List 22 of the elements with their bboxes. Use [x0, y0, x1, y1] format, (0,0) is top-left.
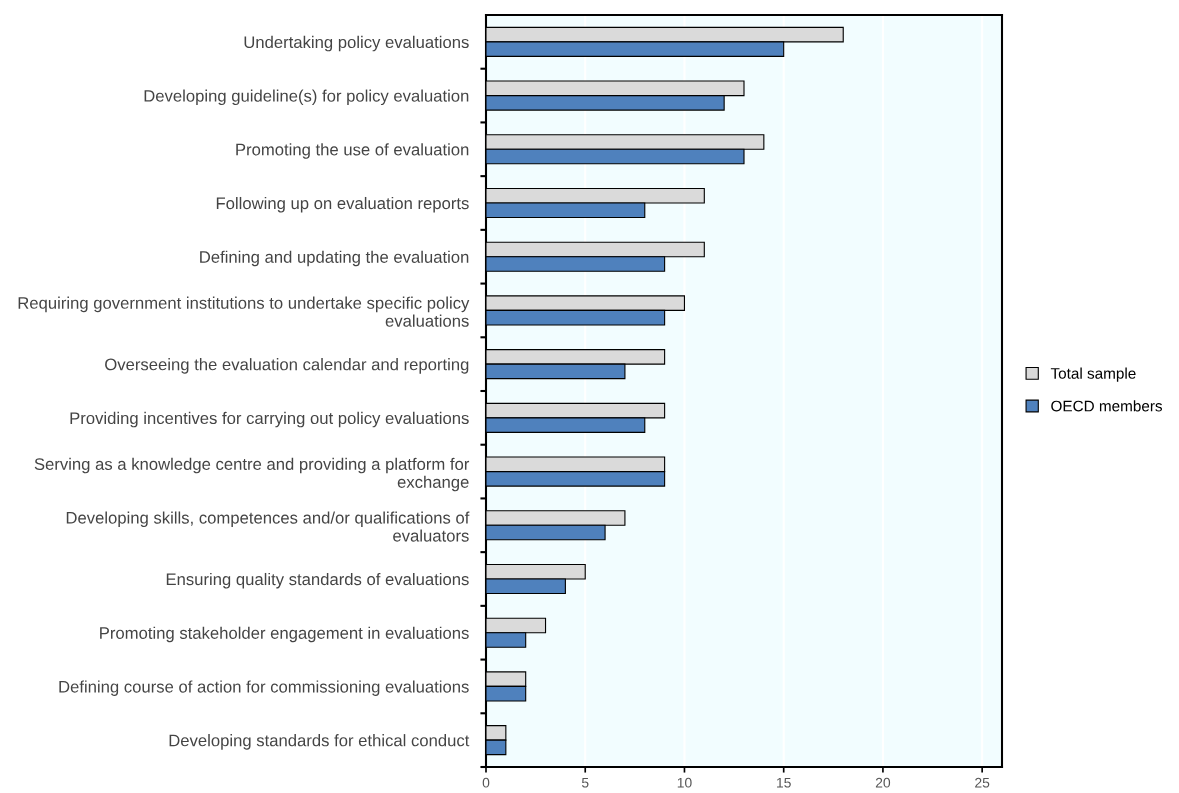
y-tick-label: Providing incentives for carrying out policy evaluations — [70, 411, 469, 428]
legend-label: Total sample — [1050, 367, 1136, 382]
x-tick-label: 20 — [875, 777, 891, 788]
y-tick-label: Serving as a knowledge centre and providing a platform for exchange — [34, 457, 470, 492]
y-tick-label: Developing guideline(s) for policy evaluation — [144, 89, 469, 106]
x-tick-label: 10 — [677, 777, 692, 788]
y-tick-label: Developing standards for ethical conduct — [169, 734, 470, 750]
y-tick-label: Undertaking policy evaluations — [244, 35, 469, 52]
y-tick-label: Promoting the use of evaluation — [236, 143, 469, 159]
y-tick-label: Overseeing the evaluation calendar and reporting — [105, 358, 469, 374]
y-tick-label: Following up on evaluation reports — [216, 196, 469, 213]
x-tick-label: 0 — [482, 777, 490, 788]
x-tick-label: 15 — [777, 777, 791, 788]
y-tick-label: Ensuring quality standards of evaluations — [166, 572, 469, 589]
y-tick-label: Requiring government institutions to undertake specific policy evaluations — [18, 296, 470, 327]
y-tick-label: Defining course of action for commissioning evaluations — [59, 680, 469, 696]
legend-label: OECD members — [1051, 400, 1163, 412]
x-tick-label: 5 — [581, 777, 589, 788]
y-tick-label: Promoting stakeholder engagement in evaluations — [100, 626, 469, 643]
x-tick-label: 25 — [975, 777, 990, 788]
y-tick-label: Defining and updating the evaluation — [200, 250, 469, 267]
y-tick-label: Developing skills, competences and/or qualifications of evaluators — [66, 511, 470, 542]
